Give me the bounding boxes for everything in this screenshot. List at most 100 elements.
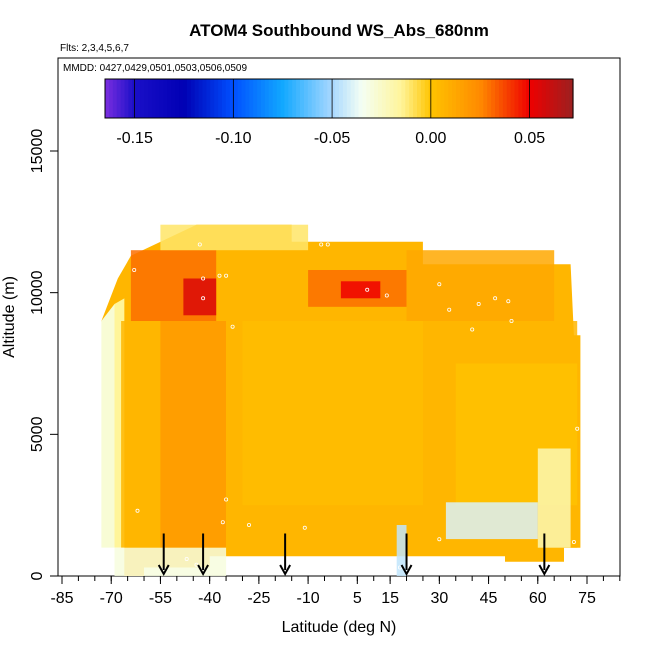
colorbar-cell xyxy=(249,79,254,118)
colorbar-cell xyxy=(514,79,519,118)
chart-title: ATOM4 Southbound WS_Abs_680nm xyxy=(189,21,489,40)
sample-point xyxy=(201,296,206,301)
x-tick-label: 60 xyxy=(529,590,547,607)
colorbar-cell xyxy=(557,79,562,118)
heat-region-11 xyxy=(537,448,571,548)
colorbar-cell xyxy=(327,79,332,118)
colorbar-cell xyxy=(549,79,555,118)
sample-point xyxy=(493,296,498,301)
y-axis-label: Altitude (m) xyxy=(1,276,18,358)
colorbar-tick-label: -0.10 xyxy=(215,130,252,147)
colorbar-cell xyxy=(292,79,297,118)
colorbar-cell xyxy=(370,79,375,118)
colorbar-cell xyxy=(479,79,484,118)
x-tick-label: -70 xyxy=(100,590,123,607)
colorbar-cell xyxy=(202,79,207,118)
x-tick-label: -40 xyxy=(198,590,221,607)
colorbar-cell xyxy=(296,79,301,118)
x-tick-label: 45 xyxy=(480,590,498,607)
colorbar-cell xyxy=(144,79,149,118)
arrow-head xyxy=(538,564,551,577)
sample-point xyxy=(470,327,475,332)
colorbar-cell xyxy=(409,79,414,118)
x-tick-label: -10 xyxy=(297,590,320,607)
colorbar-cell xyxy=(541,79,547,118)
y-axis: 0 5000 10000 15000 xyxy=(29,129,58,580)
colorbar-cell xyxy=(186,79,192,118)
colorbar-cell xyxy=(151,79,157,118)
colorbar-cell xyxy=(319,79,324,118)
colorbar-cell xyxy=(288,79,293,118)
dates-label: MMDD: 0427,0429,0501,0503,0506,0509 xyxy=(63,63,247,74)
colorbar-cell xyxy=(108,79,114,118)
x-axis-label: Latitude (deg N) xyxy=(282,619,397,636)
colorbar-cell xyxy=(147,79,153,118)
colorbar-cell xyxy=(405,79,410,118)
sample-point xyxy=(447,307,452,312)
colorbar-cell xyxy=(518,79,523,118)
colorbar-cell xyxy=(268,79,274,118)
sample-point xyxy=(374,559,379,564)
colorbar-cell xyxy=(545,79,551,118)
colorbar-cell xyxy=(553,79,558,118)
colorbar-cell xyxy=(116,79,122,118)
colorbar-cell xyxy=(354,79,360,118)
colorbar-cell xyxy=(218,79,223,118)
sample-point xyxy=(506,299,511,304)
colorbar-cell xyxy=(307,79,313,118)
colorbar-cell xyxy=(510,79,516,118)
colorbar-cell xyxy=(346,79,352,118)
sample-point xyxy=(197,242,202,247)
colorbar-cell xyxy=(257,79,262,118)
arrow-head xyxy=(197,564,209,577)
colorbar-cell xyxy=(417,79,422,118)
colorbar-cell xyxy=(381,79,387,118)
arrow-head xyxy=(279,564,291,577)
colorbar-cell xyxy=(498,79,504,118)
colorbar-cell xyxy=(237,79,243,118)
colorbar-cell xyxy=(120,79,126,118)
sample-point xyxy=(571,540,576,545)
heat-region-13 xyxy=(114,547,227,576)
x-tick-label: 30 xyxy=(430,590,448,607)
sample-point xyxy=(230,324,235,329)
colorbar-cell xyxy=(526,79,531,118)
y-tick-label: 10000 xyxy=(29,270,46,315)
colorbar-cell xyxy=(253,79,258,118)
colorbar-cell xyxy=(179,79,184,118)
y-tick-label: 5000 xyxy=(29,416,46,452)
colorbar-cell xyxy=(163,79,168,118)
colorbar-cell xyxy=(272,79,278,118)
sample-point xyxy=(325,242,330,247)
colorbar-tick-label: -0.05 xyxy=(314,130,351,147)
x-tick-label: 5 xyxy=(353,590,362,607)
sample-point xyxy=(135,508,140,513)
colorbar-cell xyxy=(190,79,196,118)
colorbar-cell xyxy=(210,79,215,118)
colorbar-cell xyxy=(444,79,449,118)
heat-region-8 xyxy=(340,281,381,299)
colorbar-cell xyxy=(214,79,219,118)
colorbar-cell xyxy=(229,79,235,118)
heat-region-2 xyxy=(160,321,226,548)
colorbar-cell xyxy=(467,79,473,118)
colorbar-cell xyxy=(424,79,430,118)
colorbar-cell xyxy=(530,79,535,118)
colorbar-cell xyxy=(335,79,340,118)
colorbar-cell xyxy=(413,79,418,118)
sample-point xyxy=(476,301,481,306)
heat-region-12 xyxy=(445,502,538,540)
colorbar-cell xyxy=(284,79,289,118)
plot-border xyxy=(57,57,621,577)
sample-point xyxy=(302,525,307,530)
heat-region-3 xyxy=(242,321,423,506)
sample-points-layer xyxy=(132,242,580,570)
colorbar-cell xyxy=(300,79,305,118)
colorbar-tick-label: 0.00 xyxy=(415,130,446,147)
colorbar-cell xyxy=(175,79,180,118)
sample-point xyxy=(246,523,251,528)
colorbar-cell xyxy=(389,79,395,118)
sample-point xyxy=(437,282,442,287)
colorbar-cell xyxy=(276,79,282,118)
